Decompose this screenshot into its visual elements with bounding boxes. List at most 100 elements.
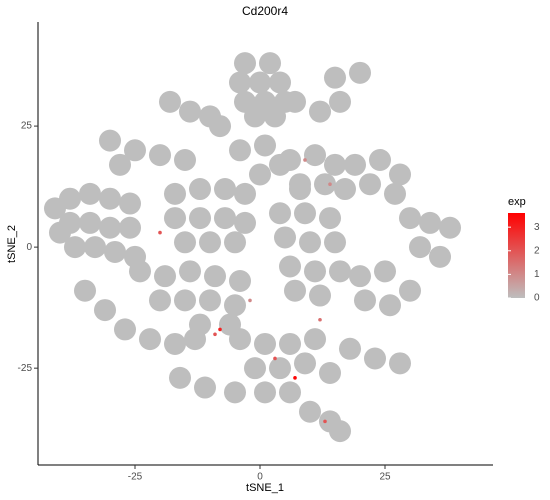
cell: [99, 216, 121, 239]
cell: [249, 163, 271, 186]
cell: [429, 245, 451, 268]
cell: [99, 129, 121, 152]
cell: [249, 71, 271, 94]
legend-title: exp: [508, 196, 526, 208]
cell: [279, 255, 301, 278]
cell: [189, 313, 211, 336]
cell: [209, 115, 231, 138]
cell: [289, 178, 311, 201]
cell: [199, 289, 221, 312]
expressing-cell: [318, 317, 322, 322]
legend-tick-label: 2: [534, 245, 540, 256]
cell: [244, 357, 266, 380]
cell: [214, 178, 236, 201]
cell: [314, 173, 336, 196]
cell: [124, 139, 146, 162]
cell: [399, 279, 421, 302]
cell: [234, 52, 256, 75]
expressing-cell: [213, 332, 217, 337]
cell: [109, 153, 131, 176]
cell: [324, 231, 346, 254]
cell: [269, 202, 291, 225]
cell: [189, 207, 211, 230]
cell: [164, 182, 186, 205]
cell: [199, 231, 221, 254]
cell: [234, 182, 256, 205]
cell: [364, 347, 386, 370]
cell: [379, 294, 401, 317]
cell: [104, 240, 126, 263]
cell: [254, 381, 276, 404]
x-tick-label: 25: [379, 472, 391, 483]
cell: [164, 207, 186, 230]
expressing-cell: [323, 419, 327, 424]
cell: [264, 105, 286, 128]
cell: [194, 376, 216, 399]
cell: [409, 236, 431, 259]
cell: [319, 362, 341, 385]
cell: [279, 148, 301, 171]
expressing-cell: [218, 327, 222, 332]
cell: [259, 52, 281, 75]
cell: [169, 366, 191, 389]
cell: [329, 90, 351, 113]
cell: [149, 144, 171, 167]
cell: [94, 299, 116, 322]
cell: [419, 211, 441, 234]
cell: [284, 90, 306, 113]
cell: [129, 260, 151, 283]
cell: [214, 207, 236, 230]
cell: [64, 236, 86, 259]
chart-title: Cd200r4: [242, 4, 288, 18]
cell: [274, 226, 296, 249]
cell: [179, 100, 201, 123]
legend-tick-label: 1: [534, 269, 540, 280]
x-tick-label: -25: [128, 472, 143, 483]
cell: [139, 328, 161, 351]
cell: [224, 294, 246, 317]
expressing-cell: [328, 182, 332, 186]
cell: [349, 265, 371, 288]
cell: [369, 148, 391, 171]
cell: [324, 66, 346, 89]
legend-tick-label: 3: [534, 222, 540, 233]
cell: [354, 289, 376, 312]
cell: [299, 231, 321, 254]
cell: [329, 420, 351, 443]
expressing-cell: [273, 356, 277, 361]
y-tick-label: -25: [18, 363, 33, 374]
color-bar: [508, 213, 525, 298]
cell: [149, 289, 171, 312]
cell: [224, 231, 246, 254]
expressing-cell: [293, 376, 297, 380]
cell: [304, 260, 326, 283]
cell: [399, 207, 421, 230]
cell: [344, 153, 366, 176]
cell: [84, 236, 106, 259]
cell: [174, 231, 196, 254]
cell: [349, 61, 371, 84]
cell: [79, 211, 101, 234]
cell: [374, 260, 396, 283]
cell: [384, 182, 406, 205]
cell: [254, 134, 276, 157]
expressing-cell: [248, 298, 252, 303]
cell: [159, 90, 181, 113]
cell: [269, 71, 291, 94]
cell: [389, 163, 411, 186]
legend-tick-label: 0: [534, 293, 540, 304]
cell: [269, 357, 291, 380]
cell: [74, 279, 96, 302]
cell: [79, 182, 101, 205]
cell: [359, 173, 381, 196]
cell: [49, 221, 71, 244]
cell: [309, 284, 331, 307]
cell: [319, 207, 341, 230]
cell: [439, 216, 461, 239]
cell: [229, 139, 251, 162]
cell: [324, 153, 346, 176]
cell: [304, 328, 326, 351]
cell: [389, 352, 411, 375]
y-tick-label: 0: [26, 242, 32, 253]
